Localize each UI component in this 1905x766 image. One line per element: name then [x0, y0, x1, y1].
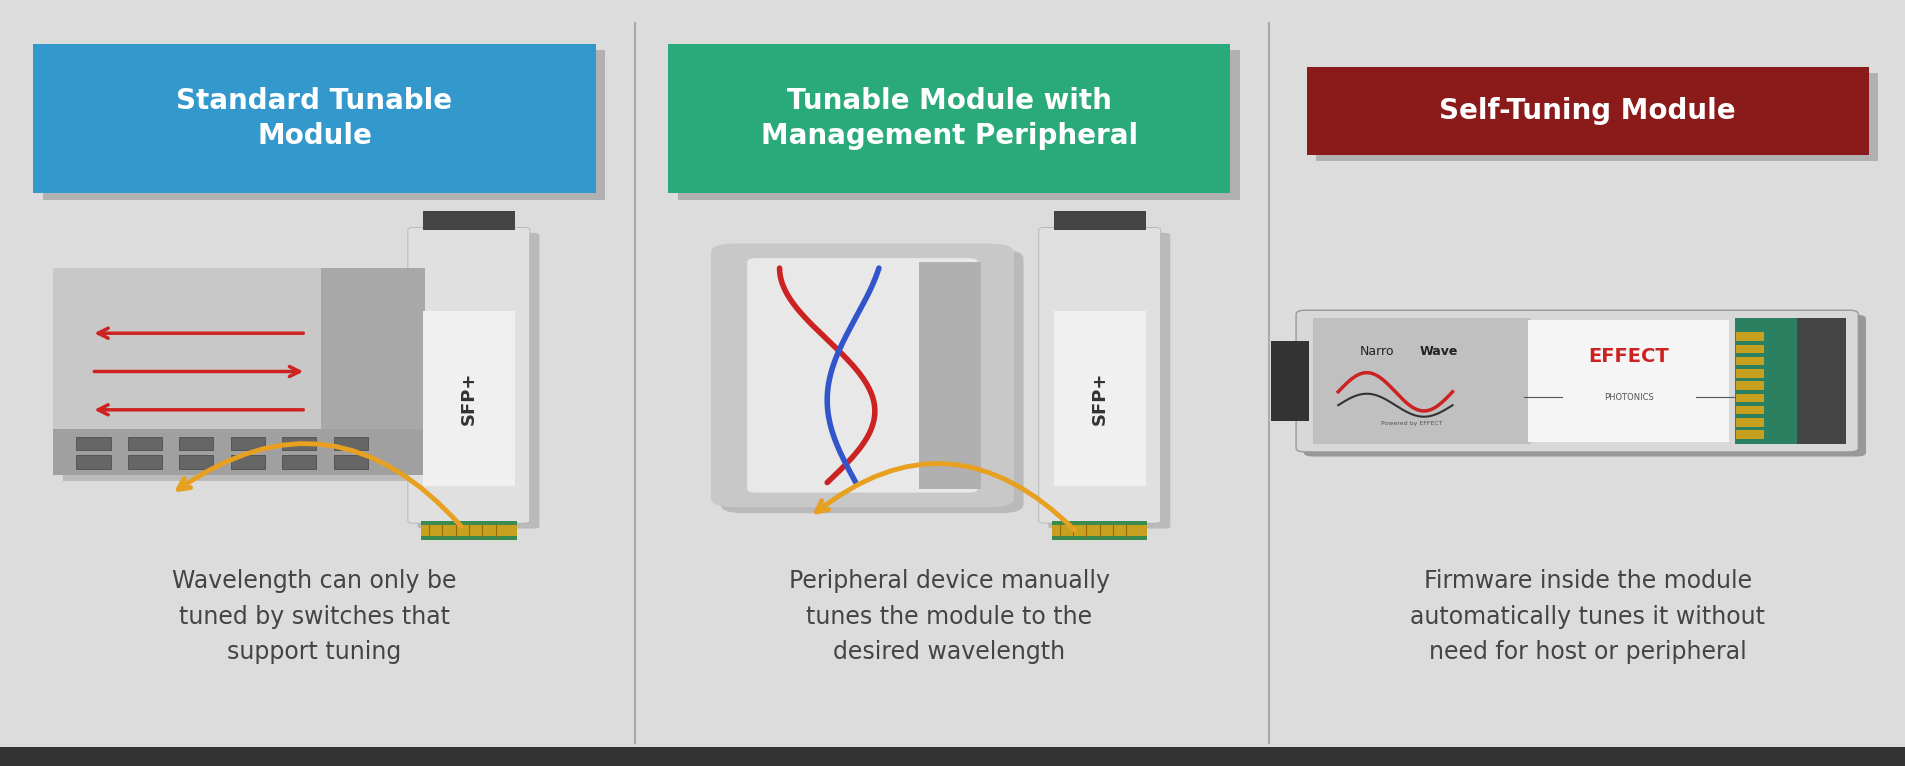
- FancyBboxPatch shape: [53, 268, 425, 475]
- Text: Peripheral device manually
tunes the module to the
desired wavelength: Peripheral device manually tunes the mod…: [789, 569, 1109, 664]
- Bar: [1735, 332, 1762, 341]
- Bar: [1735, 357, 1762, 365]
- Text: PHOTONICS: PHOTONICS: [1604, 393, 1654, 401]
- Text: Wave: Wave: [1419, 345, 1457, 358]
- Bar: [1313, 318, 1530, 444]
- Text: SFP+: SFP+: [459, 372, 478, 425]
- Bar: [320, 268, 425, 475]
- Bar: [1735, 394, 1762, 402]
- Bar: [1271, 341, 1309, 421]
- FancyBboxPatch shape: [1528, 320, 1728, 442]
- Bar: [1735, 369, 1762, 378]
- Bar: [0, 747, 1905, 766]
- FancyBboxPatch shape: [1048, 233, 1170, 529]
- Bar: [1796, 318, 1846, 444]
- Bar: [1735, 381, 1762, 390]
- Bar: [231, 455, 265, 469]
- FancyBboxPatch shape: [747, 258, 977, 493]
- Bar: [1735, 345, 1762, 353]
- FancyBboxPatch shape: [1307, 67, 1867, 155]
- FancyBboxPatch shape: [417, 233, 539, 529]
- Bar: [421, 525, 516, 536]
- Bar: [1735, 430, 1762, 439]
- Bar: [231, 437, 265, 450]
- Text: Powered by EFFECT: Powered by EFFECT: [1379, 421, 1442, 427]
- FancyBboxPatch shape: [63, 274, 434, 481]
- Bar: [179, 437, 213, 450]
- Bar: [282, 437, 316, 450]
- Bar: [1053, 211, 1145, 230]
- Bar: [333, 437, 368, 450]
- FancyBboxPatch shape: [44, 51, 606, 199]
- FancyBboxPatch shape: [1314, 74, 1876, 162]
- Bar: [128, 455, 162, 469]
- FancyBboxPatch shape: [669, 44, 1231, 194]
- Bar: [918, 262, 981, 489]
- Bar: [76, 455, 110, 469]
- Text: Firmware inside the module
automatically tunes it without
need for host or perip: Firmware inside the module automatically…: [1410, 569, 1764, 664]
- Bar: [421, 521, 516, 540]
- FancyBboxPatch shape: [711, 244, 1013, 507]
- FancyBboxPatch shape: [34, 44, 594, 194]
- FancyBboxPatch shape: [720, 250, 1023, 513]
- Bar: [179, 455, 213, 469]
- Bar: [1735, 406, 1762, 414]
- Bar: [423, 311, 514, 486]
- FancyBboxPatch shape: [1295, 310, 1857, 452]
- Bar: [1734, 318, 1796, 444]
- Bar: [282, 455, 316, 469]
- Bar: [1052, 525, 1147, 536]
- Bar: [423, 211, 514, 230]
- FancyBboxPatch shape: [1303, 315, 1865, 457]
- Text: SFP+: SFP+: [1090, 372, 1109, 425]
- Bar: [1053, 311, 1145, 486]
- FancyBboxPatch shape: [1038, 228, 1160, 523]
- Text: EFFECT: EFFECT: [1587, 348, 1669, 366]
- FancyBboxPatch shape: [408, 228, 530, 523]
- Bar: [333, 455, 368, 469]
- Bar: [1052, 521, 1147, 540]
- FancyBboxPatch shape: [678, 51, 1240, 199]
- Bar: [1735, 418, 1762, 427]
- Text: Standard Tunable
Module: Standard Tunable Module: [177, 87, 451, 150]
- Text: Wavelength can only be
tuned by switches that
support tuning: Wavelength can only be tuned by switches…: [171, 569, 457, 664]
- Bar: [76, 437, 110, 450]
- Bar: [53, 430, 425, 475]
- Text: Narro: Narro: [1358, 345, 1394, 358]
- Bar: [128, 437, 162, 450]
- Text: Tunable Module with
Management Peripheral: Tunable Module with Management Periphera…: [760, 87, 1137, 150]
- Text: Self-Tuning Module: Self-Tuning Module: [1438, 97, 1735, 125]
